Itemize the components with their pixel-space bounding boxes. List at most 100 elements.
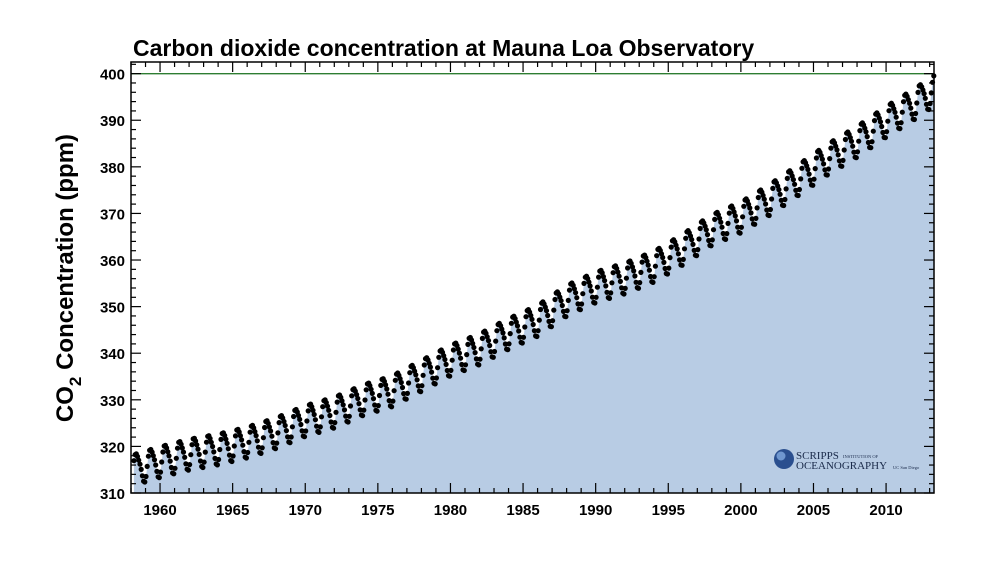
data-point <box>182 454 188 460</box>
data-point <box>399 384 406 391</box>
data-point <box>651 274 657 280</box>
data-point <box>610 270 616 276</box>
data-point <box>600 274 607 280</box>
data-point <box>332 420 338 426</box>
data-point <box>429 369 435 375</box>
data-point <box>603 283 609 289</box>
area-fill <box>133 75 934 494</box>
data-point <box>459 361 465 368</box>
data-point <box>179 445 185 451</box>
data-point <box>239 437 245 443</box>
data-point <box>580 291 586 297</box>
data-point <box>897 126 903 132</box>
data-point <box>654 253 660 259</box>
data-point <box>407 370 413 376</box>
data-point <box>650 279 656 285</box>
data-point <box>854 149 861 155</box>
data-point <box>886 108 892 114</box>
data-point <box>810 182 816 188</box>
data-point <box>477 356 483 362</box>
data-point <box>131 458 137 464</box>
data-point <box>237 433 243 439</box>
data-point <box>565 297 571 303</box>
logo-line2: OCEANOGRAPHY <box>796 460 887 472</box>
data-point <box>581 280 587 286</box>
data-point <box>360 413 366 419</box>
data-point <box>389 404 395 410</box>
data-point <box>345 419 351 425</box>
data-point <box>824 172 830 178</box>
data-point <box>545 312 551 319</box>
data-point <box>748 210 754 216</box>
x-tick-label: 1970 <box>289 502 322 519</box>
data-point <box>231 443 237 449</box>
data-point <box>795 192 801 199</box>
data-point <box>848 138 855 144</box>
data-point <box>333 409 339 415</box>
data-point <box>312 417 318 423</box>
data-point <box>369 390 375 396</box>
data-point <box>354 392 360 398</box>
data-point <box>432 381 438 387</box>
data-point <box>763 201 769 207</box>
data-point <box>805 166 811 172</box>
data-point <box>821 161 827 167</box>
data-point <box>324 403 331 409</box>
data-point <box>781 202 787 209</box>
data-point <box>559 302 565 309</box>
data-point <box>596 274 602 280</box>
data-point <box>142 479 148 485</box>
data-point <box>908 105 914 111</box>
data-point <box>171 471 177 477</box>
data-point <box>166 453 172 459</box>
data-point <box>339 398 345 404</box>
data-point <box>719 224 725 230</box>
data-point <box>827 156 833 162</box>
data-point <box>784 175 790 181</box>
data-point <box>298 421 304 428</box>
data-point <box>638 269 644 275</box>
data-point <box>156 475 162 481</box>
data-point <box>534 333 540 340</box>
data-point <box>892 109 898 115</box>
data-point <box>593 294 599 300</box>
data-point <box>295 412 302 419</box>
data-point <box>731 209 737 215</box>
data-point <box>747 205 753 211</box>
data-point <box>741 203 747 209</box>
y-tick-label: 310 <box>100 486 125 503</box>
data-point <box>447 373 453 379</box>
data-point <box>362 397 368 403</box>
data-point <box>690 241 696 247</box>
data-point <box>188 452 194 458</box>
data-point <box>218 436 224 442</box>
data-point <box>291 413 297 420</box>
data-point <box>406 380 412 386</box>
data-point <box>458 355 464 361</box>
data-point <box>456 350 462 356</box>
data-point <box>799 165 805 171</box>
data-point <box>153 462 159 468</box>
data-point <box>616 273 622 279</box>
data-point <box>588 288 594 294</box>
data-point <box>796 186 803 193</box>
data-point <box>666 265 672 271</box>
data-point <box>519 340 525 346</box>
data-point <box>622 285 628 291</box>
data-point <box>478 346 484 352</box>
data-point <box>258 450 264 456</box>
data-point <box>347 403 354 409</box>
data-point <box>195 446 201 452</box>
data-point <box>464 352 470 358</box>
data-point <box>755 194 761 201</box>
data-point <box>644 258 650 264</box>
data-point <box>709 237 715 243</box>
data-point <box>520 334 527 340</box>
data-point <box>392 377 398 383</box>
data-point <box>884 129 890 135</box>
data-point <box>465 341 471 347</box>
data-point <box>157 469 164 475</box>
data-point <box>421 362 427 368</box>
y-tick-label: 350 <box>100 300 125 317</box>
data-point <box>491 348 498 355</box>
